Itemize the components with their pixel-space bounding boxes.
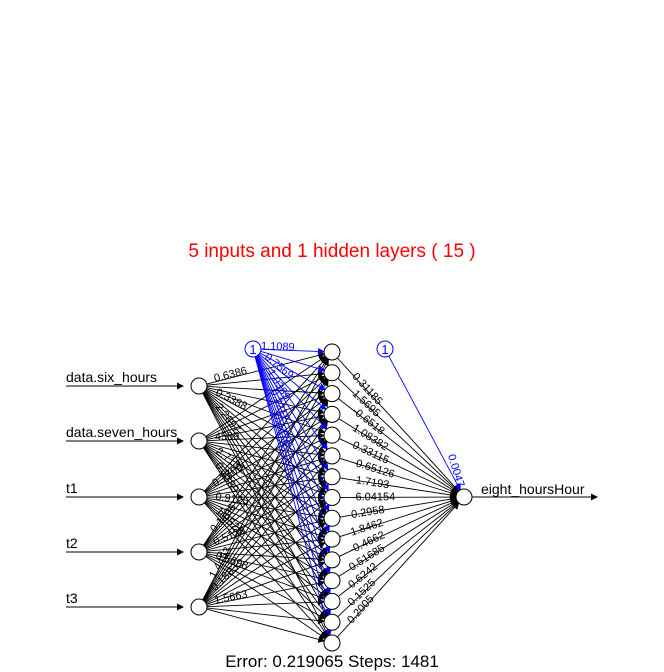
input-neuron <box>191 544 207 560</box>
input-label: t1 <box>66 480 78 496</box>
hidden-neuron <box>324 386 340 402</box>
output-neuron <box>456 489 472 505</box>
hidden-neuron <box>324 635 340 651</box>
hidden-neuron <box>324 510 340 526</box>
input-label: t2 <box>66 535 78 551</box>
hidden-neuron <box>324 531 340 547</box>
input-label: t3 <box>66 590 78 606</box>
hidden-neuron <box>324 593 340 609</box>
input-label: data.six_hours <box>66 369 157 385</box>
hidden-output-weight-label: -6.04154 <box>352 491 395 503</box>
hidden-neuron <box>324 427 340 443</box>
hidden-neuron <box>324 573 340 589</box>
hidden-neuron <box>324 448 340 464</box>
hidden-neuron <box>324 469 340 485</box>
input-neuron <box>191 489 207 505</box>
plot-footer: Error: 0.219065 Steps: 1481 <box>0 652 664 672</box>
hidden-neuron <box>324 344 340 360</box>
bias-node-label: 1 <box>381 342 388 357</box>
hidden-neuron <box>324 406 340 422</box>
output-bias-weight-label: 0.0047 <box>445 453 466 489</box>
input-neuron <box>191 378 207 394</box>
hidden-neuron <box>324 490 340 506</box>
hidden-neuron <box>324 614 340 630</box>
bias-node-label: 1 <box>249 342 256 357</box>
hidden-neuron <box>324 365 340 381</box>
input-label: data.seven_hours <box>66 424 177 440</box>
bias-hidden-weight-label: 1.1089 <box>261 340 295 353</box>
output-label: eight_hoursHour <box>481 481 585 497</box>
input-neuron <box>191 433 207 449</box>
input-neuron <box>191 599 207 615</box>
hidden-neuron <box>324 552 340 568</box>
input-hidden-edge <box>207 609 325 641</box>
